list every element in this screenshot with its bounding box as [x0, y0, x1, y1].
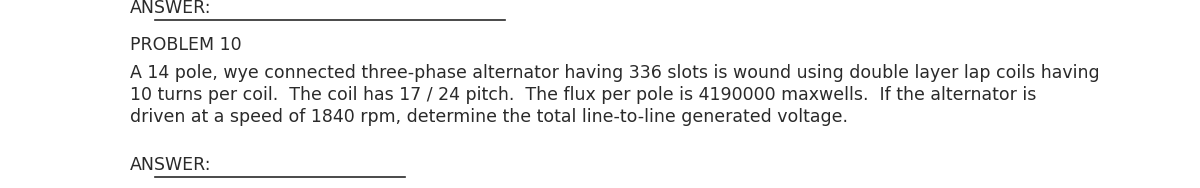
Text: driven at a speed of 1840 rpm, determine the total line-to-line generated voltag: driven at a speed of 1840 rpm, determine… — [130, 108, 848, 126]
Text: PROBLEM 10: PROBLEM 10 — [130, 36, 241, 54]
Text: ANSWER:: ANSWER: — [130, 0, 211, 17]
Text: 10 turns per coil.  The coil has 17 / 24 pitch.  The flux per pole is 4190000 ma: 10 turns per coil. The coil has 17 / 24 … — [130, 86, 1037, 104]
Text: A 14 pole, wye connected three-phase alternator having 336 slots is wound using : A 14 pole, wye connected three-phase alt… — [130, 64, 1099, 82]
Text: ANSWER:: ANSWER: — [130, 156, 211, 174]
